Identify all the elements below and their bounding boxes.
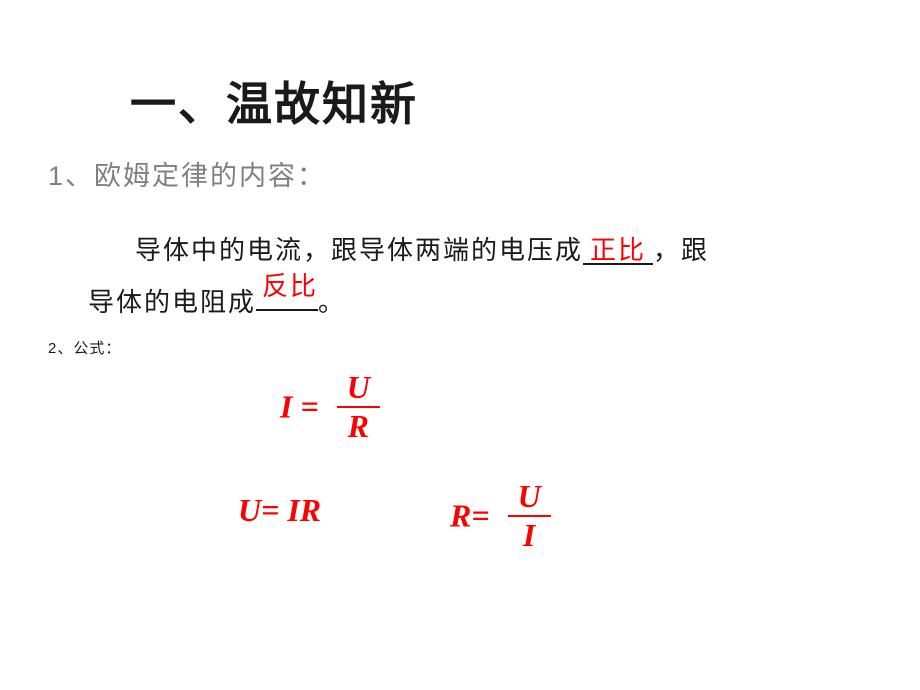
formula-3-fraction: U I <box>508 479 551 553</box>
formula-resistance: R= U I <box>450 479 551 553</box>
formula-voltage: U= IR <box>238 492 321 529</box>
sentence-part4: 。 <box>318 287 346 317</box>
formula-3-numerator: U <box>508 479 551 517</box>
sentence-part1: 导体中的电流，跟导体两端的电压成 <box>135 235 583 265</box>
formula-1-left: I = <box>280 389 319 425</box>
question-2-label: 2、公式： <box>48 337 121 358</box>
fill-blank-2: 反比 <box>256 285 318 311</box>
formula-3-denominator: I <box>508 517 551 553</box>
formula-1-fraction: U R <box>337 370 380 444</box>
sentence-line-2: 导体的电阻成反比。 <box>88 282 346 319</box>
formula-1-numerator: U <box>337 370 380 408</box>
fill-blank-1: 正比 <box>583 237 653 265</box>
formula-1-denominator: R <box>337 408 380 444</box>
question-1-label: 1、欧姆定律的内容： <box>48 154 326 193</box>
sentence-part3: 导体的电阻成 <box>88 287 256 317</box>
formula-3-left: R= <box>450 498 490 534</box>
sentence-part2: ，跟 <box>653 235 709 265</box>
formula-ohms-law: I = U R <box>280 370 380 444</box>
fill-blank-2-text: 反比 <box>262 266 318 303</box>
sentence-line-1: 导体中的电流，跟导体两端的电压成正比，跟 <box>135 230 709 267</box>
section-title: 一、温故知新 <box>130 68 418 134</box>
